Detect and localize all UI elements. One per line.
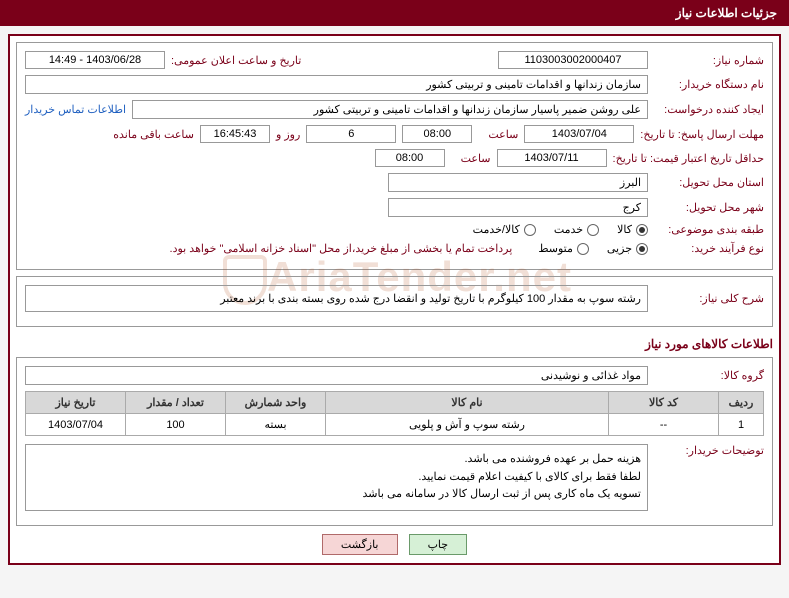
province-value: البرز (388, 173, 648, 192)
cell-unit: بسته (226, 414, 326, 436)
payment-note: پرداخت تمام یا بخشی از مبلغ خرید،از محل … (170, 242, 513, 255)
row-buyer-org: نام دستگاه خریدار: سازمان زندانها و اقدا… (25, 75, 764, 94)
deadline-label: مهلت ارسال پاسخ: تا تاریخ: (640, 128, 764, 141)
overall-panel: شرح کلی نیاز: رشته سوپ به مقدار 100 کیلو… (16, 276, 773, 327)
cell-code: -- (609, 414, 719, 436)
group-value: مواد غذائی و نوشیدنی (25, 366, 648, 385)
page-title: جزئیات اطلاعات نیاز (676, 6, 777, 20)
validity-date: 1403/07/11 (497, 149, 607, 167)
announce-value: 1403/06/28 - 14:49 (25, 51, 165, 69)
radio-goods-service[interactable]: کالا/خدمت (473, 223, 536, 236)
row-validity: حداقل تاریخ اعتبار قیمت: تا تاریخ: 1403/… (25, 149, 764, 167)
col-row: ردیف (719, 392, 764, 414)
buyer-org-label: نام دستگاه خریدار: (654, 78, 764, 91)
overall-label: شرح کلی نیاز: (654, 292, 764, 305)
city-label: شهر محل تحویل: (654, 201, 764, 214)
category-radio-group: کالا خدمت کالا/خدمت (473, 223, 648, 236)
col-unit: واحد شمارش (226, 392, 326, 414)
items-panel: گروه کالا: مواد غذائی و نوشیدنی ردیف کد … (16, 357, 773, 526)
process-label: نوع فرآیند خرید: (654, 242, 764, 255)
row-city: شهر محل تحویل: کرج (25, 198, 764, 217)
row-deadline: مهلت ارسال پاسخ: تا تاریخ: 1403/07/04 سا… (25, 125, 764, 143)
validity-time: 08:00 (375, 149, 445, 167)
page-header: جزئیات اطلاعات نیاز (0, 0, 789, 26)
table-header-row: ردیف کد کالا نام کالا واحد شمارش تعداد /… (26, 392, 764, 414)
radio-medium[interactable]: متوسط (538, 242, 589, 255)
overall-description: رشته سوپ به مقدار 100 کیلوگرم با تاریخ ت… (25, 285, 648, 312)
cell-name: رشته سوپ و آش و پلویی (326, 414, 609, 436)
announce-label: تاریخ و ساعت اعلان عمومی: (171, 54, 301, 67)
row-requester: ایجاد کننده درخواست: علی روشن ضمیر پاسیا… (25, 100, 764, 119)
button-row: چاپ بازگشت (16, 526, 773, 557)
radio-dot-icon (587, 224, 599, 236)
deadline-date: 1403/07/04 (524, 125, 634, 143)
buyer-contact-link[interactable]: اطلاعات تماس خریدار (25, 103, 126, 116)
days-remaining: 6 (306, 125, 396, 143)
countdown-value: 16:45:43 (200, 125, 270, 143)
items-table: ردیف کد کالا نام کالا واحد شمارش تعداد /… (25, 391, 764, 436)
category-label: طبقه بندی موضوعی: (654, 223, 764, 236)
buyer-notes-box: هزینه حمل بر عهده فروشنده می باشد. لطفا … (25, 444, 648, 511)
days-and-label: روز و (276, 128, 300, 141)
need-number-value: 1103003002000407 (498, 51, 648, 69)
buyer-note-line: هزینه حمل بر عهده فروشنده می باشد. (32, 451, 641, 469)
radio-dot-icon (524, 224, 536, 236)
requester-value: علی روشن ضمیر پاسیار سازمان زندانها و اق… (132, 100, 648, 119)
cell-qty: 100 (126, 414, 226, 436)
radio-dot-icon (636, 243, 648, 255)
city-value: کرج (388, 198, 648, 217)
outer-frame: AriaTender.net شماره نیاز: 1103003002000… (8, 34, 781, 565)
deadline-time: 08:00 (402, 125, 472, 143)
radio-goods[interactable]: کالا (617, 223, 648, 236)
radio-partial[interactable]: جزیی (607, 242, 648, 255)
need-number-label: شماره نیاز: (654, 54, 764, 67)
details-panel: AriaTender.net شماره نیاز: 1103003002000… (16, 42, 773, 270)
radio-service[interactable]: خدمت (554, 223, 599, 236)
group-label: گروه کالا: (654, 369, 764, 382)
time-label-1: ساعت (478, 128, 518, 141)
row-need-number: شماره نیاز: 1103003002000407 تاریخ و ساع… (25, 51, 764, 69)
requester-label: ایجاد کننده درخواست: (654, 103, 764, 116)
validity-label: حداقل تاریخ اعتبار قیمت: تا تاریخ: (613, 152, 764, 165)
row-process: نوع فرآیند خرید: جزیی متوسط پرداخت تمام … (25, 242, 764, 255)
buyer-org-value: سازمان زندانها و اقدامات تامینی و تربیتی… (25, 75, 648, 94)
radio-dot-icon (577, 243, 589, 255)
row-province: استان محل تحویل: البرز (25, 173, 764, 192)
process-radio-group: جزیی متوسط (538, 242, 648, 255)
col-date: تاریخ نیاز (26, 392, 126, 414)
print-button[interactable]: چاپ (409, 534, 468, 555)
row-category: طبقه بندی موضوعی: کالا خدمت کالا/خدمت (25, 223, 764, 236)
items-section-title: اطلاعات کالاهای مورد نیاز (16, 337, 773, 351)
time-label-2: ساعت (451, 152, 491, 165)
cell-date: 1403/07/04 (26, 414, 126, 436)
buyer-note-line: تسویه یک ماه کاری پس از ثبت ارسال کالا د… (32, 486, 641, 504)
buyer-notes-label: توضیحات خریدار: (654, 444, 764, 457)
cell-row: 1 (719, 414, 764, 436)
col-qty: تعداد / مقدار (126, 392, 226, 414)
back-button[interactable]: بازگشت (322, 534, 398, 555)
buyer-note-line: لطفا فقط برای کالای با کیفیت اعلام قیمت … (32, 469, 641, 487)
remaining-suffix: ساعت باقی مانده (113, 128, 194, 141)
radio-dot-icon (636, 224, 648, 236)
province-label: استان محل تحویل: (654, 176, 764, 189)
table-row: 1 -- رشته سوپ و آش و پلویی بسته 100 1403… (26, 414, 764, 436)
col-name: نام کالا (326, 392, 609, 414)
col-code: کد کالا (609, 392, 719, 414)
